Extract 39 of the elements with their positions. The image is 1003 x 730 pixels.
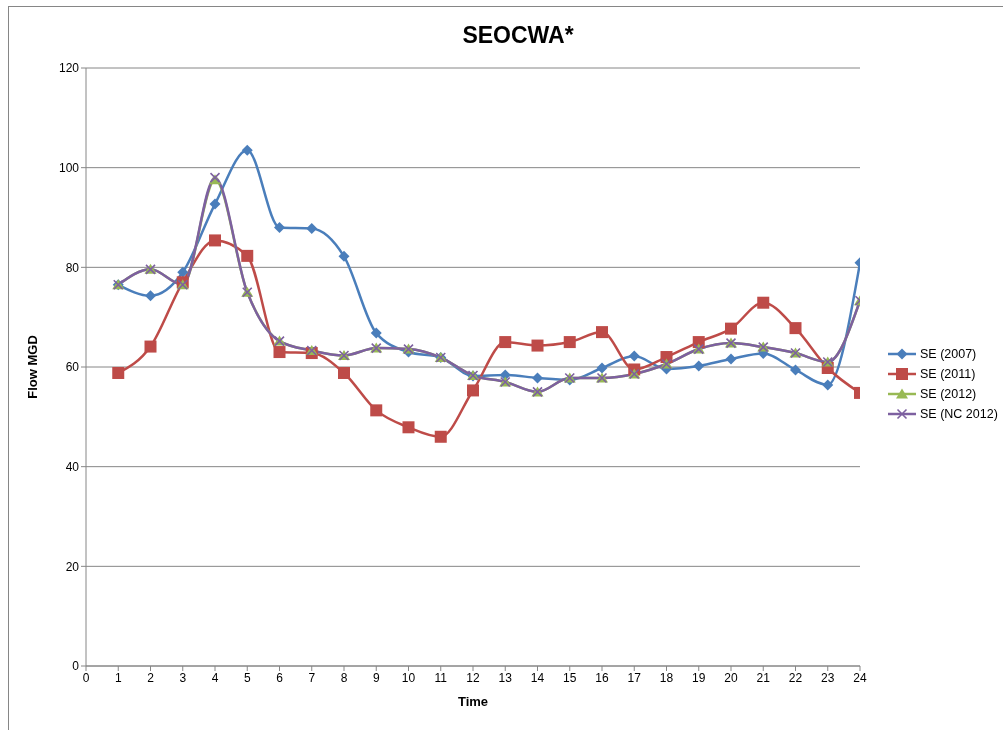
x-tick-label: 5	[243, 670, 251, 685]
legend-label: SE (2007)	[920, 347, 977, 361]
x-tick-label: 2	[147, 670, 155, 685]
x-tick-label: 21	[756, 670, 771, 685]
x-tick-label: 4	[211, 670, 219, 685]
x-tick-label: 16	[595, 670, 609, 685]
x-tick-label: 1	[114, 670, 122, 685]
chart-title: SEOCWA*	[461, 22, 575, 49]
legend-label: SE (2012)	[920, 387, 977, 401]
x-tick-label: 17	[627, 670, 642, 685]
y-axis-title: Flow MGD	[24, 335, 40, 399]
x-tick-label: 18	[659, 670, 674, 685]
x-tick-label: 11	[434, 670, 448, 685]
x-tick-label: 23	[821, 670, 835, 685]
x-tick-label: 12	[466, 670, 480, 685]
x-tick-label: 13	[498, 670, 513, 685]
y-tick-label: 100	[58, 160, 80, 175]
x-tick-label: 7	[308, 670, 316, 685]
y-tick-label: 0	[72, 659, 80, 674]
x-tick-label: 15	[563, 670, 577, 685]
y-tick-label: 20	[65, 559, 80, 574]
x-tick-label: 6	[276, 670, 284, 685]
x-tick-label: 22	[788, 670, 803, 685]
x-tick-label: 10	[401, 670, 416, 685]
y-tick-label: 60	[65, 360, 80, 375]
x-tick-label: 14	[530, 670, 545, 685]
x-tick-label: 0	[82, 670, 90, 685]
x-tick-label: 19	[692, 670, 706, 685]
x-axis-title: Time	[457, 694, 489, 709]
y-tick-label: 120	[58, 61, 80, 76]
x-tick-label: 9	[372, 670, 380, 685]
x-tick-label: 3	[179, 670, 187, 685]
legend-label: SE (NC 2012)	[920, 407, 998, 421]
x-tick-label: 8	[340, 670, 348, 685]
x-tick-label: 20	[724, 670, 738, 685]
y-tick-label: 80	[65, 260, 80, 275]
y-tick-label: 40	[65, 459, 80, 474]
legend-label: SE (2011)	[920, 367, 976, 381]
x-tick-label: 24	[853, 670, 867, 685]
